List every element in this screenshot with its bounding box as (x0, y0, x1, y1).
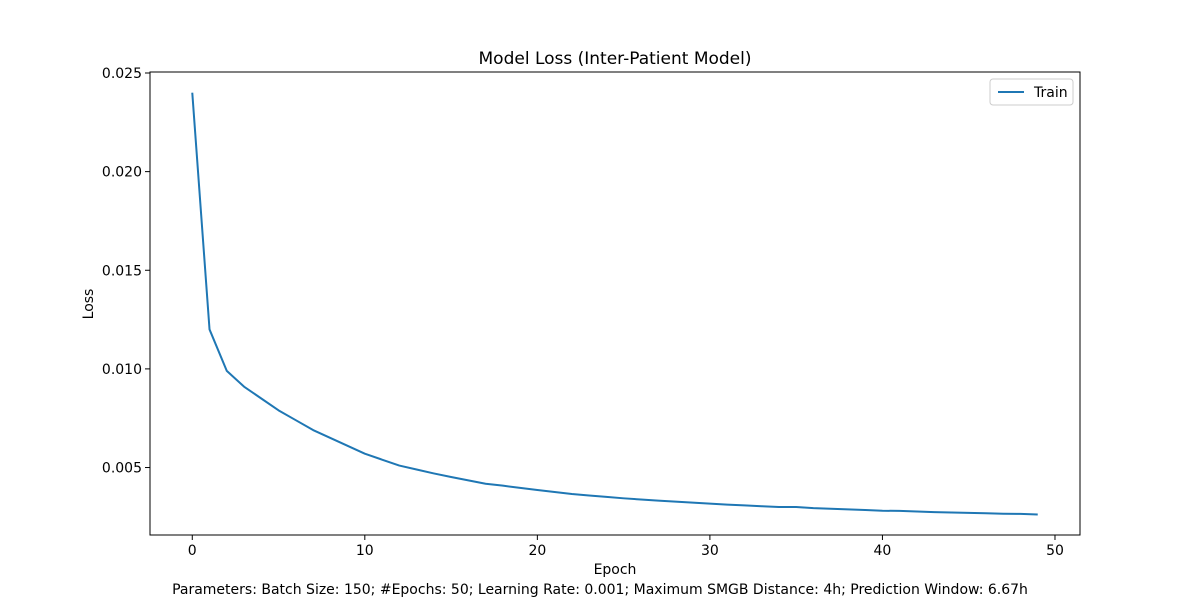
x-tick-label: 20 (528, 543, 546, 559)
y-tick-label: 0.010 (102, 362, 142, 378)
y-axis-label: Loss (81, 289, 97, 320)
x-tick-label: 50 (1046, 543, 1064, 559)
legend-box (989, 78, 1074, 106)
y-tick-label: 0.005 (102, 461, 142, 477)
x-tick-label: 30 (701, 543, 719, 559)
x-tick-label: 10 (356, 543, 374, 559)
x-tick-label: 40 (874, 543, 892, 559)
legend-label: Train (1033, 85, 1068, 101)
x-axis-label: Epoch (594, 562, 637, 578)
series-line-train (191, 92, 1038, 516)
x-tick-label: 0 (188, 543, 197, 559)
y-tick-label: 0.025 (102, 66, 142, 82)
parameters-caption: Parameters: Batch Size: 150; #Epochs: 50… (172, 582, 1028, 598)
plot-frame (149, 71, 1081, 536)
plot-area: 0 10 20 30 40 50 0.005 0.010 0.015 0.020 0.025 Trai… (102, 66, 1081, 559)
y-tick-label: 0.015 (102, 263, 142, 279)
chart-title: Model Loss (Inter-Patient Model) (479, 49, 752, 69)
y-tick-label: 0.020 (102, 165, 142, 181)
